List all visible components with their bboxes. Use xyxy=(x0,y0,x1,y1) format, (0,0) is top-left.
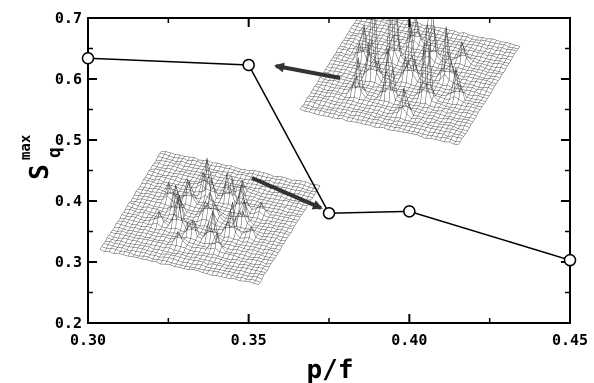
inset-surface-mesh xyxy=(299,18,521,145)
data-point xyxy=(563,253,577,267)
arrow-upper-inset xyxy=(274,62,341,80)
y-axis: 0.2 0.3 0.4 0.5 0.6 0.7 xyxy=(55,9,570,332)
series-layer xyxy=(81,52,577,267)
x-axis-label: p/f xyxy=(307,355,354,383)
y-axis-label-sub: q xyxy=(44,147,65,158)
x-tick-label: 0.35 xyxy=(231,331,267,349)
annotation-arrows xyxy=(251,62,341,210)
y-axis-label: S q max xyxy=(18,134,65,180)
data-point xyxy=(322,206,336,220)
x-tick-label: 0.45 xyxy=(552,331,588,349)
y-tick-label: 0.3 xyxy=(55,253,82,271)
y-axis-label-sup: max xyxy=(18,134,34,160)
y-tick-label: 0.5 xyxy=(55,131,82,149)
x-tick-label: 0.40 xyxy=(391,331,427,349)
inset-surface-plot-lower xyxy=(99,151,321,285)
y-axis-label-main: S xyxy=(25,164,55,180)
y-tick-label: 0.7 xyxy=(55,9,82,27)
x-tick-label: 0.30 xyxy=(70,331,106,349)
x-axis: 0.30 0.35 0.40 0.45 xyxy=(70,18,588,349)
data-point xyxy=(242,58,255,72)
y-tick-label: 0.2 xyxy=(55,314,82,332)
data-point xyxy=(81,52,95,65)
arrow-lower-inset xyxy=(251,176,323,210)
inset-surface-plot-upper xyxy=(299,18,521,145)
y-tick-label: 0.6 xyxy=(55,70,82,88)
svg-text:S: S xyxy=(25,164,55,180)
data-point xyxy=(403,205,416,218)
y-tick-label: 0.4 xyxy=(55,192,82,210)
inset-surface-mesh xyxy=(99,151,321,285)
